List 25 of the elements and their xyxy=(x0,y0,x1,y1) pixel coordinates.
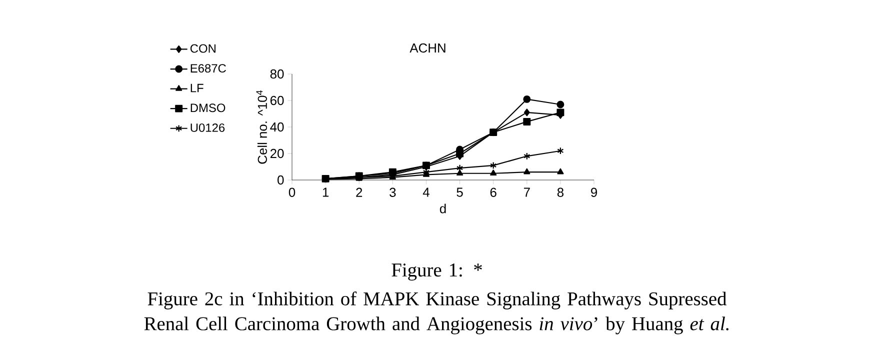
y-tick-label: 0 xyxy=(278,175,284,185)
x-tick-label: 3 xyxy=(390,188,396,197)
legend-label: LF xyxy=(190,84,204,92)
caption: Figure 1: * xyxy=(392,264,482,281)
x-axis-title: d xyxy=(440,204,446,214)
x-tick-label: 2 xyxy=(356,188,362,197)
x-tick-label: 5 xyxy=(456,188,463,197)
x-tick-label: 7 xyxy=(524,188,530,197)
legend-label: U0126 xyxy=(190,123,225,132)
y-tick-label: 20 xyxy=(270,148,284,158)
caption: Figure 2c in ‘Inhibition of MAPK Kinase Signaling Pathways Supressed Renal Cell Carcinoma Growth and Angiogenesis in vivo’ by Huang et al. xyxy=(144,292,728,334)
x-tick-label: 9 xyxy=(591,188,597,197)
x-tick-label: 1 xyxy=(322,188,329,197)
y-tick-label: 80 xyxy=(270,69,284,79)
y-tick-label: 60 xyxy=(270,96,284,106)
legend-label: E687C xyxy=(190,64,226,73)
chart-title: ACHN xyxy=(410,43,446,53)
x-tick-label: 6 xyxy=(490,188,496,197)
x-tick-label: 0 xyxy=(288,188,296,197)
legend-label: CON xyxy=(190,44,216,53)
y-tick-label: 40 xyxy=(270,122,284,132)
y-axis-title: Cell no. ^10$^{4}$ xyxy=(256,90,267,164)
legend-label: DMSO xyxy=(190,104,226,112)
x-tick-label: 8 xyxy=(557,188,564,197)
x-tick-label: 4 xyxy=(422,188,430,197)
